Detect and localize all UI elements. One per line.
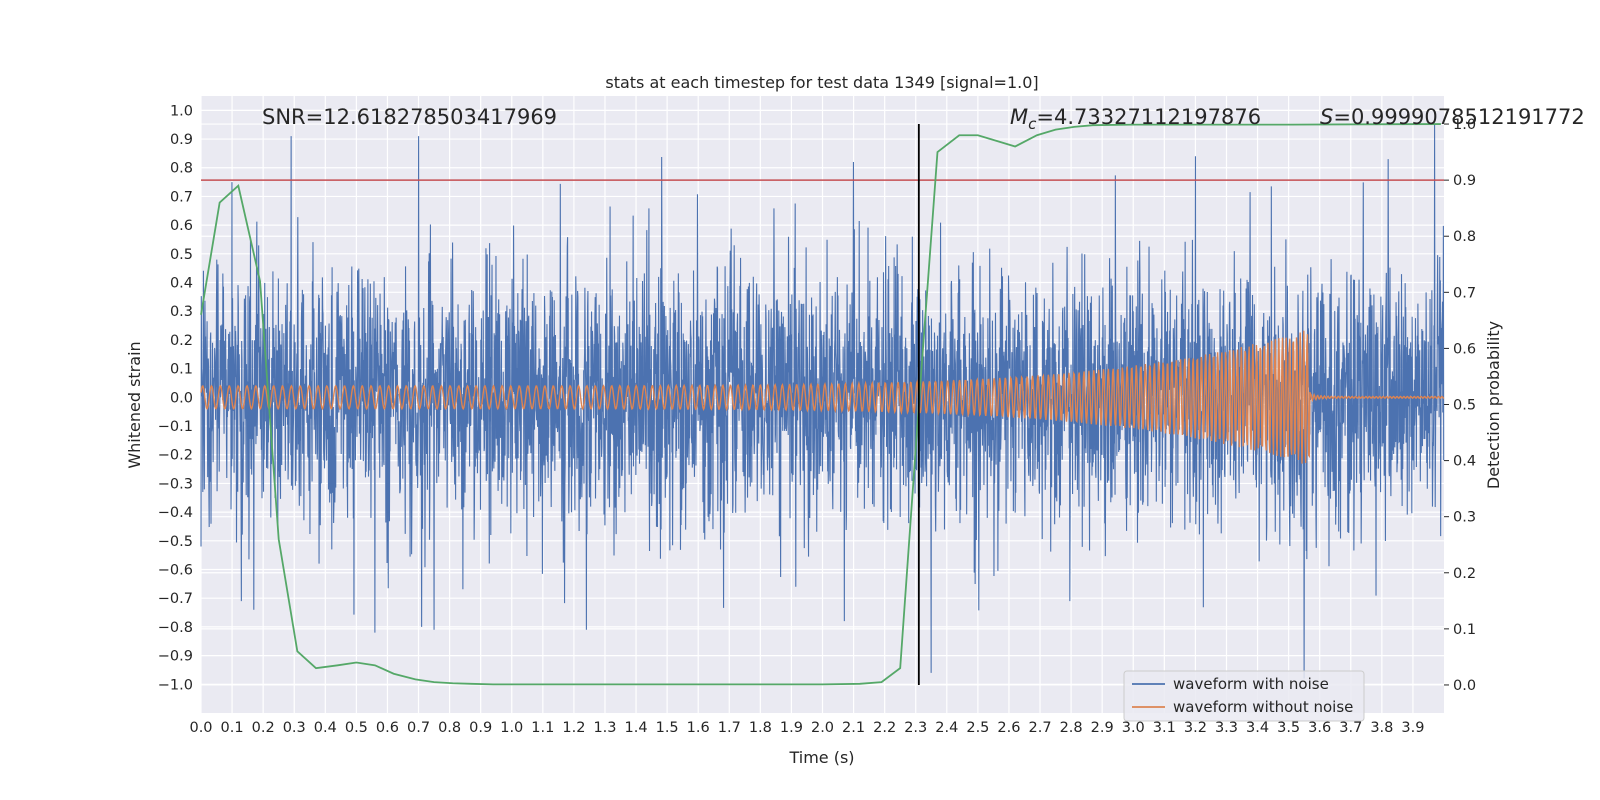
x-tick-label: 3.8 [1370, 720, 1393, 736]
y-left-tick-label: 0.1 [170, 362, 193, 378]
y-left-tick-label: −0.4 [158, 505, 193, 521]
x-tick-label: 0.6 [376, 720, 399, 736]
y-left-tick-label: 0.6 [170, 218, 193, 234]
x-tick-label: 0.0 [189, 720, 212, 736]
y-left-tick-label: −0.7 [158, 591, 193, 607]
y-right-tick-label: 1.0 [1453, 117, 1476, 133]
x-tick-label: 1.3 [593, 720, 616, 736]
chirp-mass-value: =4.73327112197876 [1036, 105, 1261, 129]
x-tick-label: 3.1 [1153, 720, 1176, 736]
legend: waveform with noise waveform without noi… [1123, 670, 1365, 722]
y-right-tick-label: 0.4 [1453, 454, 1476, 470]
y-right-tick-label: 0.7 [1453, 285, 1476, 301]
x-tick-label: 1.4 [625, 720, 648, 736]
x-tick-label: 2.0 [811, 720, 834, 736]
y-left-tick-label: −0.1 [158, 419, 193, 435]
series-detection-probability [200, 123, 1441, 686]
x-tick-label: 0.8 [438, 720, 461, 736]
x-tick-label: 2.8 [1060, 720, 1083, 736]
x-tick-label: 3.9 [1401, 720, 1424, 736]
y-right-tick-label: 0.1 [1453, 622, 1476, 638]
x-tick-label: 2.7 [1028, 720, 1051, 736]
y-right-tick-label: 0.3 [1453, 510, 1476, 526]
y-left-tick-label: 0.4 [170, 276, 193, 292]
y-axis-right-ticks: 1.0 0.9 0.8 0.7 0.6 0.5 0.4 0.3 0.2 0.1 0.0 [1444, 117, 1476, 694]
x-tick-label: 0.5 [345, 720, 368, 736]
x-tick-label: 0.2 [252, 720, 275, 736]
x-tick-label: 0.9 [469, 720, 492, 736]
y-left-tick-label: −0.6 [158, 563, 193, 579]
y-left-tick-label: −1.0 [158, 677, 193, 693]
x-tick-label: 3.5 [1277, 720, 1300, 736]
x-tick-label: 2.2 [873, 720, 896, 736]
legend-box [1123, 670, 1365, 722]
y-left-tick-label: 0.8 [170, 161, 193, 177]
s-symbol: S [1320, 105, 1333, 129]
x-tick-label: 3.2 [1184, 720, 1207, 736]
plot-area [200, 123, 1445, 686]
x-tick-label: 2.6 [997, 720, 1020, 736]
y-right-tick-label: 0.2 [1453, 566, 1476, 582]
x-tick-label: 3.0 [1122, 720, 1145, 736]
x-tick-label: 1.1 [531, 720, 554, 736]
y-right-tick-label: 0.0 [1453, 678, 1476, 694]
y-left-tick-label: −0.8 [158, 620, 193, 636]
x-tick-label: 0.3 [283, 720, 306, 736]
chart-title: stats at each timestep for test data 134… [605, 73, 1038, 92]
y-left-tick-label: −0.3 [158, 476, 193, 492]
y-left-tick-label: −0.9 [158, 649, 193, 665]
y-left-tick-label: 1.0 [170, 103, 193, 119]
y-left-tick-label: 0.5 [170, 247, 193, 263]
y-axis-left-ticks: 1.0 0.9 0.8 0.7 0.6 0.5 0.4 0.3 0.2 0.1 0.0 −0.1 −0.… [158, 103, 193, 693]
x-axis-ticks: 0.0 0.1 0.2 0.3 0.4 0.5 0.6 0.7 0.8 0.9 1.0 1.1 1.2 1… [189, 720, 1424, 736]
x-tick-label: 0.1 [221, 720, 244, 736]
x-tick-label: 1.8 [749, 720, 772, 736]
x-tick-label: 3.6 [1308, 720, 1331, 736]
x-tick-label: 1.5 [656, 720, 679, 736]
y-axis-right-label: Detection probability [1484, 321, 1503, 489]
x-tick-label: 1.0 [500, 720, 523, 736]
y-right-tick-label: 0.8 [1453, 229, 1476, 245]
x-tick-label: 1.9 [780, 720, 803, 736]
y-left-tick-label: 0.3 [170, 304, 193, 320]
y-left-tick-label: 0.0 [170, 390, 193, 406]
x-tick-label: 2.4 [935, 720, 958, 736]
x-tick-label: 0.4 [314, 720, 337, 736]
x-axis-label: Time (s) [788, 748, 854, 767]
y-left-tick-label: −0.2 [158, 448, 193, 464]
y-left-tick-label: 0.2 [170, 333, 193, 349]
chirp-mass-annotation: Mc=4.73327112197876 [1010, 105, 1261, 133]
y-left-tick-label: 0.7 [170, 189, 193, 205]
y-right-tick-label: 0.9 [1453, 173, 1476, 189]
x-tick-label: 3.7 [1339, 720, 1362, 736]
s-value: =0.9999078512191772 [1333, 105, 1584, 129]
x-tick-label: 2.1 [842, 720, 865, 736]
x-tick-label: 3.3 [1215, 720, 1238, 736]
x-tick-label: 2.9 [1091, 720, 1114, 736]
y-left-tick-label: 0.9 [170, 132, 193, 148]
snr-annotation: SNR=12.618278503417969 [262, 105, 557, 129]
x-tick-label: 3.4 [1246, 720, 1269, 736]
s-annotation: S=0.9999078512191772 [1320, 105, 1585, 129]
x-tick-label: 2.5 [966, 720, 989, 736]
legend-label-clean: waveform without noise [1173, 698, 1353, 716]
series-waveform-without-noise [200, 330, 1445, 464]
x-tick-label: 1.2 [562, 720, 585, 736]
x-tick-label: 2.3 [904, 720, 927, 736]
y-axis-left-label: Whitened strain [125, 341, 144, 468]
legend-label-noise: waveform with noise [1173, 675, 1329, 693]
x-tick-label: 1.7 [718, 720, 741, 736]
x-tick-label: 0.7 [407, 720, 430, 736]
chirp-mass-symbol: M [1010, 105, 1028, 129]
x-tick-label: 1.6 [687, 720, 710, 736]
y-right-tick-label: 0.6 [1453, 341, 1476, 357]
chirp-mass-subscript: c [1028, 115, 1037, 133]
y-right-tick-label: 0.5 [1453, 398, 1476, 414]
y-left-tick-label: −0.5 [158, 534, 193, 550]
